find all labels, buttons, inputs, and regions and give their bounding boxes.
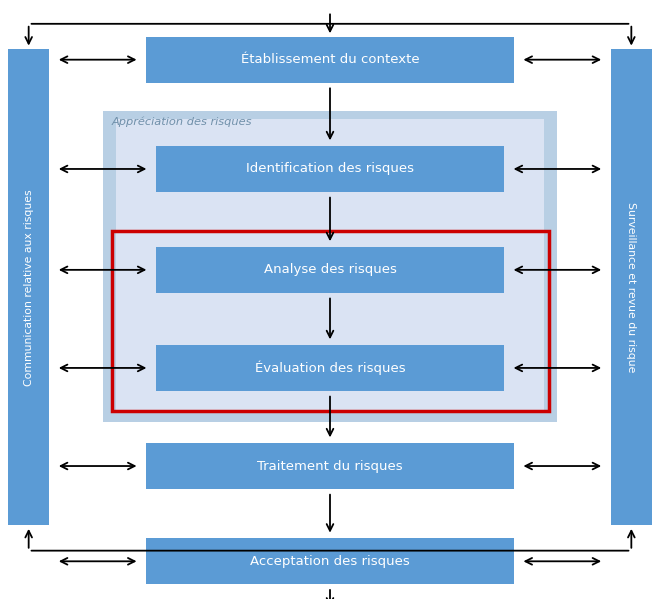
Bar [8, 49, 50, 525]
Bar [610, 49, 652, 525]
Bar [156, 247, 504, 293]
Bar [156, 345, 504, 391]
Text: Communication relative aux risques: Communication relative aux risques [24, 189, 34, 386]
Text: Traitement du risques: Traitement du risques [257, 459, 403, 473]
Text: Établissement du contexte: Établissement du contexte [241, 53, 419, 66]
Text: Acceptation des risques: Acceptation des risques [250, 555, 410, 568]
Text: Surveillance et revue du risque: Surveillance et revue du risque [626, 202, 636, 373]
Bar [146, 443, 514, 489]
Text: Évaluation des risques: Évaluation des risques [255, 361, 405, 375]
Text: Analyse des risques: Analyse des risques [263, 264, 397, 276]
Bar [103, 111, 557, 422]
Text: Appréciation des risques: Appréciation des risques [111, 116, 251, 127]
Bar [116, 119, 544, 413]
Bar [146, 37, 514, 83]
Text: Identification des risques: Identification des risques [246, 162, 414, 176]
Bar [156, 146, 504, 192]
Bar [112, 231, 549, 410]
Bar [146, 539, 514, 584]
